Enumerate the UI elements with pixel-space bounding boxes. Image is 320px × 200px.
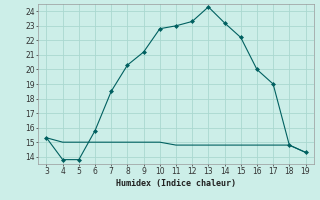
X-axis label: Humidex (Indice chaleur): Humidex (Indice chaleur): [116, 179, 236, 188]
